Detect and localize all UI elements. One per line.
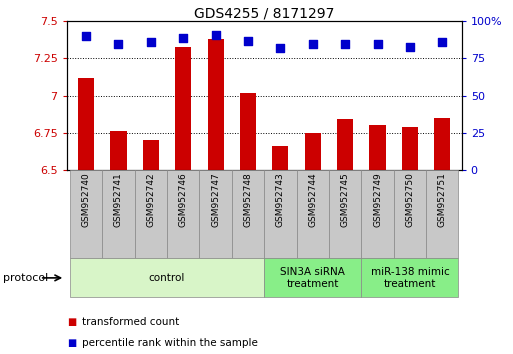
Bar bbox=[135, 170, 167, 258]
Point bbox=[277, 45, 285, 51]
Point bbox=[82, 33, 90, 39]
Text: GSM952741: GSM952741 bbox=[114, 172, 123, 227]
Text: GSM952742: GSM952742 bbox=[146, 172, 155, 227]
Text: miR-138 mimic
treatment: miR-138 mimic treatment bbox=[370, 267, 449, 289]
Text: GSM952751: GSM952751 bbox=[438, 172, 447, 228]
Bar bbox=[393, 170, 426, 258]
Text: GSM952745: GSM952745 bbox=[341, 172, 350, 227]
Point bbox=[373, 41, 382, 46]
Text: GSM952744: GSM952744 bbox=[308, 172, 317, 227]
Text: GSM952746: GSM952746 bbox=[179, 172, 188, 227]
Text: protocol: protocol bbox=[3, 273, 48, 283]
Text: ■: ■ bbox=[67, 338, 76, 348]
Text: GSM952748: GSM952748 bbox=[244, 172, 252, 227]
Bar bbox=[361, 170, 393, 258]
Bar bbox=[110, 131, 127, 170]
Bar bbox=[143, 140, 159, 170]
Point bbox=[438, 39, 446, 45]
Bar bbox=[369, 125, 386, 170]
Point bbox=[147, 39, 155, 45]
Bar bbox=[361, 258, 459, 297]
Point bbox=[406, 44, 414, 49]
Bar bbox=[297, 170, 329, 258]
Text: percentile rank within the sample: percentile rank within the sample bbox=[82, 338, 258, 348]
Point bbox=[211, 32, 220, 38]
Point bbox=[244, 38, 252, 44]
Text: GSM952750: GSM952750 bbox=[405, 172, 415, 228]
Point bbox=[309, 41, 317, 46]
Bar bbox=[70, 258, 264, 297]
Bar bbox=[305, 133, 321, 170]
Bar bbox=[200, 170, 232, 258]
Text: control: control bbox=[149, 273, 185, 283]
Text: transformed count: transformed count bbox=[82, 317, 180, 327]
Text: GSM952749: GSM952749 bbox=[373, 172, 382, 227]
Title: GDS4255 / 8171297: GDS4255 / 8171297 bbox=[194, 6, 334, 20]
Text: SIN3A siRNA
treatment: SIN3A siRNA treatment bbox=[280, 267, 345, 289]
Bar bbox=[272, 146, 288, 170]
Bar bbox=[102, 170, 135, 258]
Bar bbox=[175, 46, 191, 170]
Point bbox=[114, 41, 123, 46]
Bar bbox=[208, 39, 224, 170]
Bar bbox=[426, 170, 459, 258]
Text: GSM952740: GSM952740 bbox=[82, 172, 91, 227]
Point bbox=[341, 41, 349, 46]
Bar bbox=[240, 93, 256, 170]
Point bbox=[179, 35, 187, 40]
Bar bbox=[434, 118, 450, 170]
Text: ■: ■ bbox=[67, 317, 76, 327]
Bar bbox=[167, 170, 200, 258]
Text: GSM952743: GSM952743 bbox=[276, 172, 285, 227]
Bar bbox=[232, 170, 264, 258]
Bar bbox=[264, 170, 297, 258]
Bar bbox=[329, 170, 361, 258]
Bar bbox=[402, 127, 418, 170]
Bar bbox=[337, 119, 353, 170]
Bar bbox=[264, 258, 361, 297]
Bar bbox=[78, 78, 94, 170]
Text: GSM952747: GSM952747 bbox=[211, 172, 220, 227]
Bar bbox=[70, 170, 102, 258]
